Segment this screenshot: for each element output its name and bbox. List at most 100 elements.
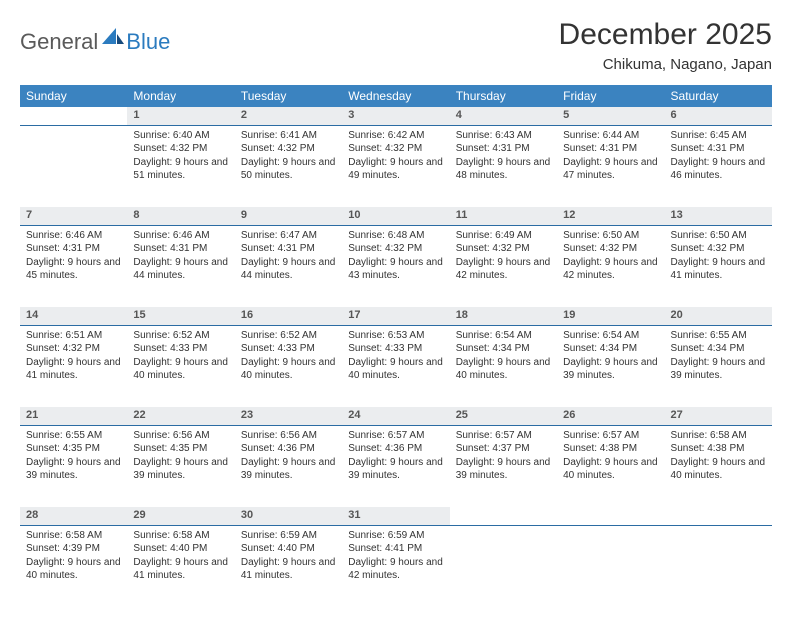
weekday-header: Sunday [20, 85, 127, 107]
sunrise-text: Sunrise: 6:43 AM [456, 129, 551, 143]
day-cell-empty [665, 525, 772, 607]
sunrise-text: Sunrise: 6:48 AM [348, 229, 443, 243]
daylight-text: Daylight: 9 hours and 49 minutes. [348, 156, 443, 183]
day-content-row: Sunrise: 6:46 AMSunset: 4:31 PMDaylight:… [20, 225, 772, 307]
day-number: 15 [127, 307, 234, 325]
day-cell: Sunrise: 6:46 AMSunset: 4:31 PMDaylight:… [127, 225, 234, 307]
day-number-empty [20, 107, 127, 125]
daylight-text: Daylight: 9 hours and 48 minutes. [456, 156, 551, 183]
day-number: 16 [235, 307, 342, 325]
day-number: 26 [557, 407, 664, 425]
sunrise-text: Sunrise: 6:56 AM [241, 429, 336, 443]
day-cell: Sunrise: 6:47 AMSunset: 4:31 PMDaylight:… [235, 225, 342, 307]
day-number-row: 123456 [20, 107, 772, 125]
daylight-text: Daylight: 9 hours and 46 minutes. [671, 156, 766, 183]
sunrise-text: Sunrise: 6:41 AM [241, 129, 336, 143]
sunset-text: Sunset: 4:37 PM [456, 442, 551, 456]
day-number-empty [665, 507, 772, 525]
day-cell: Sunrise: 6:54 AMSunset: 4:34 PMDaylight:… [450, 325, 557, 407]
day-number: 31 [342, 507, 449, 525]
day-cell-content: Sunrise: 6:49 AMSunset: 4:32 PMDaylight:… [450, 226, 557, 289]
sunset-text: Sunset: 4:38 PM [671, 442, 766, 456]
sunset-text: Sunset: 4:35 PM [26, 442, 121, 456]
sunrise-text: Sunrise: 6:55 AM [671, 329, 766, 343]
sunrise-text: Sunrise: 6:42 AM [348, 129, 443, 143]
sunrise-text: Sunrise: 6:59 AM [348, 529, 443, 543]
day-cell-content: Sunrise: 6:59 AMSunset: 4:41 PMDaylight:… [342, 526, 449, 589]
day-cell: Sunrise: 6:41 AMSunset: 4:32 PMDaylight:… [235, 125, 342, 207]
day-number-row: 14151617181920 [20, 307, 772, 325]
sunset-text: Sunset: 4:33 PM [348, 342, 443, 356]
sunrise-text: Sunrise: 6:57 AM [563, 429, 658, 443]
day-number: 22 [127, 407, 234, 425]
sunset-text: Sunset: 4:38 PM [563, 442, 658, 456]
day-cell-content: Sunrise: 6:58 AMSunset: 4:39 PMDaylight:… [20, 526, 127, 589]
daylight-text: Daylight: 9 hours and 42 minutes. [456, 256, 551, 283]
sunrise-text: Sunrise: 6:46 AM [26, 229, 121, 243]
logo: General Blue [20, 18, 170, 57]
daylight-text: Daylight: 9 hours and 42 minutes. [348, 556, 443, 583]
day-number-empty [557, 507, 664, 525]
day-number: 10 [342, 207, 449, 225]
day-cell-content: Sunrise: 6:58 AMSunset: 4:40 PMDaylight:… [127, 526, 234, 589]
sunset-text: Sunset: 4:41 PM [348, 542, 443, 556]
day-number: 20 [665, 307, 772, 325]
day-cell: Sunrise: 6:45 AMSunset: 4:31 PMDaylight:… [665, 125, 772, 207]
day-number-row: 21222324252627 [20, 407, 772, 425]
sunrise-text: Sunrise: 6:58 AM [26, 529, 121, 543]
location: Chikuma, Nagano, Japan [559, 56, 772, 73]
daylight-text: Daylight: 9 hours and 40 minutes. [456, 356, 551, 383]
daylight-text: Daylight: 9 hours and 39 minutes. [348, 456, 443, 483]
day-cell: Sunrise: 6:57 AMSunset: 4:36 PMDaylight:… [342, 425, 449, 507]
calendar-page: General Blue December 2025 Chikuma, Naga… [0, 0, 792, 625]
day-cell-content: Sunrise: 6:59 AMSunset: 4:40 PMDaylight:… [235, 526, 342, 589]
sunrise-text: Sunrise: 6:59 AM [241, 529, 336, 543]
day-cell: Sunrise: 6:52 AMSunset: 4:33 PMDaylight:… [235, 325, 342, 407]
sunset-text: Sunset: 4:36 PM [348, 442, 443, 456]
day-cell: Sunrise: 6:58 AMSunset: 4:39 PMDaylight:… [20, 525, 127, 607]
daylight-text: Daylight: 9 hours and 42 minutes. [563, 256, 658, 283]
sunset-text: Sunset: 4:39 PM [26, 542, 121, 556]
daylight-text: Daylight: 9 hours and 40 minutes. [26, 556, 121, 583]
sunrise-text: Sunrise: 6:45 AM [671, 129, 766, 143]
day-cell-content: Sunrise: 6:47 AMSunset: 4:31 PMDaylight:… [235, 226, 342, 289]
day-number: 11 [450, 207, 557, 225]
day-number: 13 [665, 207, 772, 225]
sunset-text: Sunset: 4:34 PM [456, 342, 551, 356]
day-number: 25 [450, 407, 557, 425]
sunset-text: Sunset: 4:34 PM [671, 342, 766, 356]
day-cell-content: Sunrise: 6:50 AMSunset: 4:32 PMDaylight:… [557, 226, 664, 289]
sunrise-text: Sunrise: 6:54 AM [456, 329, 551, 343]
day-cell-content: Sunrise: 6:46 AMSunset: 4:31 PMDaylight:… [127, 226, 234, 289]
day-cell: Sunrise: 6:56 AMSunset: 4:35 PMDaylight:… [127, 425, 234, 507]
day-cell: Sunrise: 6:44 AMSunset: 4:31 PMDaylight:… [557, 125, 664, 207]
sunset-text: Sunset: 4:33 PM [133, 342, 228, 356]
weekday-header: Friday [557, 85, 664, 107]
sunset-text: Sunset: 4:32 PM [26, 342, 121, 356]
sunrise-text: Sunrise: 6:44 AM [563, 129, 658, 143]
sunrise-text: Sunrise: 6:55 AM [26, 429, 121, 443]
day-cell-empty [557, 525, 664, 607]
sunset-text: Sunset: 4:34 PM [563, 342, 658, 356]
day-number: 29 [127, 507, 234, 525]
sunrise-text: Sunrise: 6:50 AM [671, 229, 766, 243]
sunset-text: Sunset: 4:32 PM [133, 142, 228, 156]
daylight-text: Daylight: 9 hours and 50 minutes. [241, 156, 336, 183]
sunrise-text: Sunrise: 6:57 AM [456, 429, 551, 443]
day-cell-content: Sunrise: 6:56 AMSunset: 4:35 PMDaylight:… [127, 426, 234, 489]
day-cell-content: Sunrise: 6:51 AMSunset: 4:32 PMDaylight:… [20, 326, 127, 389]
day-number: 8 [127, 207, 234, 225]
sunrise-text: Sunrise: 6:52 AM [133, 329, 228, 343]
day-cell: Sunrise: 6:51 AMSunset: 4:32 PMDaylight:… [20, 325, 127, 407]
sunset-text: Sunset: 4:32 PM [348, 242, 443, 256]
day-cell-content: Sunrise: 6:53 AMSunset: 4:33 PMDaylight:… [342, 326, 449, 389]
day-cell-content: Sunrise: 6:55 AMSunset: 4:35 PMDaylight:… [20, 426, 127, 489]
daylight-text: Daylight: 9 hours and 39 minutes. [456, 456, 551, 483]
day-cell-content: Sunrise: 6:54 AMSunset: 4:34 PMDaylight:… [450, 326, 557, 389]
day-cell: Sunrise: 6:50 AMSunset: 4:32 PMDaylight:… [557, 225, 664, 307]
weekday-header: Saturday [665, 85, 772, 107]
day-cell: Sunrise: 6:42 AMSunset: 4:32 PMDaylight:… [342, 125, 449, 207]
day-cell: Sunrise: 6:58 AMSunset: 4:38 PMDaylight:… [665, 425, 772, 507]
day-cell-content: Sunrise: 6:58 AMSunset: 4:38 PMDaylight:… [665, 426, 772, 489]
day-cell-empty [450, 525, 557, 607]
